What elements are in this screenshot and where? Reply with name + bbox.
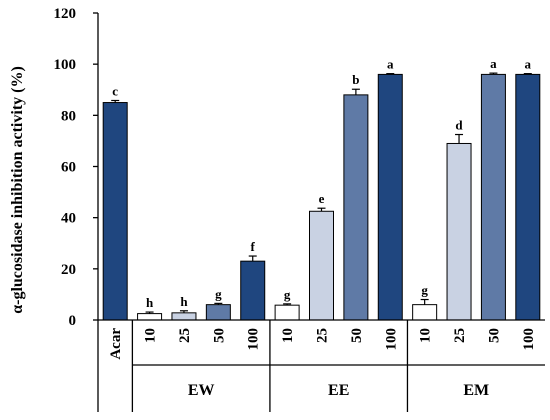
significance-letter: h bbox=[180, 294, 188, 309]
bar-EW-100 bbox=[240, 260, 266, 321]
bar-Acar bbox=[102, 102, 128, 321]
category-label: 50 bbox=[349, 328, 365, 343]
axes bbox=[97, 13, 545, 412]
y-tick-label: 0 bbox=[69, 313, 77, 329]
group-label-EE: EE bbox=[328, 382, 349, 399]
y-tick-label: 40 bbox=[61, 211, 76, 227]
significance-letter: f bbox=[251, 239, 256, 254]
category-label: 25 bbox=[177, 328, 193, 343]
significance-letter: g bbox=[284, 287, 291, 302]
y-tick-label: 20 bbox=[61, 262, 76, 278]
category-label: 25 bbox=[452, 328, 468, 343]
significance-letter: g bbox=[215, 286, 222, 301]
significance-letter: a bbox=[387, 57, 394, 72]
group-label-EM: EM bbox=[463, 382, 489, 399]
category-label: 10 bbox=[418, 328, 434, 343]
bar-EM-25 bbox=[446, 142, 472, 321]
bar-EE-100 bbox=[377, 73, 403, 321]
category-labels: Acar 10 25 50 100 10 25 50 100 10 25 50 100 bbox=[108, 328, 537, 360]
bar-EM-100 bbox=[515, 73, 541, 321]
significance-letter: a bbox=[525, 57, 532, 72]
category-label: 10 bbox=[143, 328, 159, 343]
bar-EW-50 bbox=[205, 304, 231, 321]
significance-letter: d bbox=[455, 118, 463, 133]
bar-EE-10 bbox=[274, 304, 300, 321]
significance-letter: b bbox=[352, 72, 359, 87]
error-bars bbox=[111, 72, 532, 314]
y-tick-label: 100 bbox=[54, 57, 77, 73]
significance-letter: g bbox=[421, 283, 428, 298]
y-axis-ticks: 0 20 40 60 80 100 120 bbox=[54, 6, 98, 329]
category-label: Acar bbox=[108, 328, 124, 360]
bar-EW-25 bbox=[171, 312, 197, 321]
bar-EE-25 bbox=[309, 210, 334, 321]
significance-letter: a bbox=[490, 56, 497, 71]
category-label: 100 bbox=[246, 328, 262, 351]
significance-labels: c h h g f g e b a g d a a bbox=[112, 56, 531, 310]
group-labels: EW EE EM bbox=[188, 382, 489, 399]
category-label: 25 bbox=[315, 328, 331, 343]
group-label-EW: EW bbox=[188, 382, 215, 399]
significance-letter: e bbox=[319, 191, 325, 206]
bar-EE-50 bbox=[343, 94, 369, 321]
y-tick-label: 120 bbox=[54, 6, 77, 22]
bar-EM-10 bbox=[412, 304, 438, 321]
category-label: 50 bbox=[211, 328, 227, 343]
y-axis-label: α-glucosidase inhibition activity (%) bbox=[9, 66, 26, 314]
bar-EW-10 bbox=[137, 313, 163, 321]
significance-letter: h bbox=[146, 295, 154, 310]
bar-EM-50 bbox=[480, 73, 506, 321]
category-label: 100 bbox=[383, 328, 399, 351]
y-tick-label: 60 bbox=[61, 160, 76, 176]
significance-letter: c bbox=[112, 83, 118, 98]
category-label: 100 bbox=[521, 328, 537, 351]
y-tick-label: 80 bbox=[61, 108, 76, 124]
category-label: 50 bbox=[486, 328, 502, 343]
category-label: 10 bbox=[280, 328, 296, 343]
